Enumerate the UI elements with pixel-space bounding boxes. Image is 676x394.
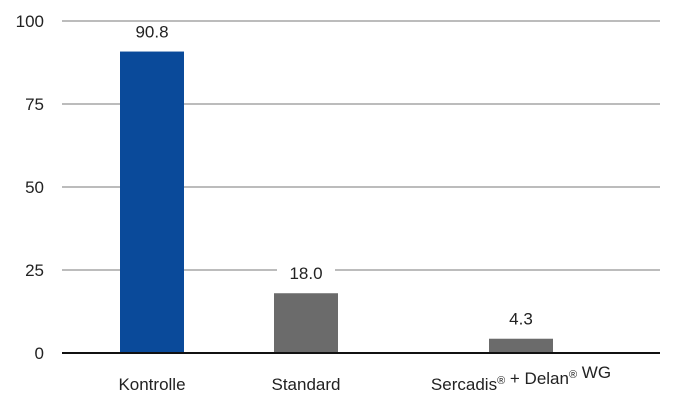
y-axis-ticks: 0 25 50 75 100 [16,12,44,363]
data-label-background [497,308,545,331]
y-tick-label: 50 [25,178,44,197]
y-tick-label: 25 [25,261,44,280]
data-label: 90.8 [135,23,168,42]
bar [489,338,553,353]
data-label: 18.0 [289,264,322,283]
data-label-background [123,21,181,44]
y-tick-label: 75 [25,95,44,114]
data-label-background [277,263,335,286]
x-category-label: Sercadis® + Delan® WG [431,363,611,394]
x-category-label: Kontrolle [118,375,185,394]
x-axis-categories: Kontrolle Standard Sercadis® + Delan® WG [118,363,611,394]
bar [274,293,338,353]
bars [120,51,553,353]
bar [120,51,184,353]
data-label: 4.3 [509,310,533,329]
data-labels: 90.8 18.0 4.3 [123,21,545,331]
y-tick-label: 0 [35,344,44,363]
y-tick-label: 100 [16,12,44,31]
x-category-label: Standard [272,375,341,394]
